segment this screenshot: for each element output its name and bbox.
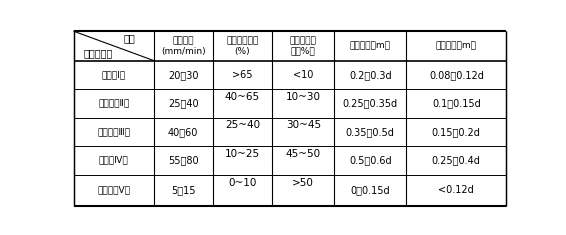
Text: 0～0.15d: 0～0.15d	[350, 185, 390, 195]
Text: 极破牉（Ⅴ）: 极破牉（Ⅴ）	[97, 186, 130, 195]
Text: 25～40: 25～40	[168, 98, 199, 108]
Text: 10~30: 10~30	[286, 92, 321, 102]
Text: 25~40: 25~40	[225, 121, 260, 130]
Text: >50: >50	[292, 178, 314, 188]
Text: 55～80: 55～80	[168, 155, 199, 165]
Text: 0.2～0.3d: 0.2～0.3d	[349, 70, 392, 80]
Text: 20～30: 20～30	[168, 70, 198, 80]
Text: 掘进宽度（m）: 掘进宽度（m）	[436, 41, 477, 51]
Text: 0.25～0.35d: 0.25～0.35d	[343, 98, 398, 108]
Text: 0.1～0.15d: 0.1～0.15d	[432, 98, 481, 108]
Text: 10~25: 10~25	[225, 149, 260, 159]
Text: 0.08～0.12d: 0.08～0.12d	[429, 70, 484, 80]
Text: 0.15～0.2d: 0.15～0.2d	[432, 127, 481, 137]
Text: 指标: 指标	[123, 33, 135, 43]
Text: 0.35～0.5d: 0.35～0.5d	[346, 127, 395, 137]
Text: <0.12d: <0.12d	[439, 185, 474, 195]
Text: 40~65: 40~65	[225, 92, 260, 102]
Text: 掘进速度
(mm/min): 掘进速度 (mm/min)	[161, 36, 205, 56]
Text: 完整性系数: 完整性系数	[84, 49, 113, 59]
Text: 完整（Ⅰ）: 完整（Ⅰ）	[102, 70, 126, 79]
Text: 岩渣长度（m）: 岩渣长度（m）	[350, 41, 391, 51]
Text: 0.25～0.4d: 0.25～0.4d	[432, 155, 481, 165]
Text: >65: >65	[232, 70, 252, 80]
Text: <10: <10	[293, 70, 314, 80]
Text: 破牉（Ⅳ）: 破牉（Ⅳ）	[99, 156, 128, 165]
Text: 0~10: 0~10	[228, 178, 256, 188]
Text: 40～60: 40～60	[168, 127, 198, 137]
Text: 5～15: 5～15	[171, 185, 195, 195]
Text: 片状岩渣含量
(%): 片状岩渣含量 (%)	[226, 36, 259, 56]
Text: 0.5～0.6d: 0.5～0.6d	[349, 155, 392, 165]
Text: 较破牉（Ⅲ）: 较破牉（Ⅲ）	[97, 127, 130, 136]
Text: 45~50: 45~50	[286, 149, 321, 159]
Text: 30~45: 30~45	[286, 121, 321, 130]
Text: 块状岩渣含
量（%）: 块状岩渣含 量（%）	[290, 36, 317, 56]
Text: 较完整（Ⅱ）: 较完整（Ⅱ）	[98, 99, 130, 108]
